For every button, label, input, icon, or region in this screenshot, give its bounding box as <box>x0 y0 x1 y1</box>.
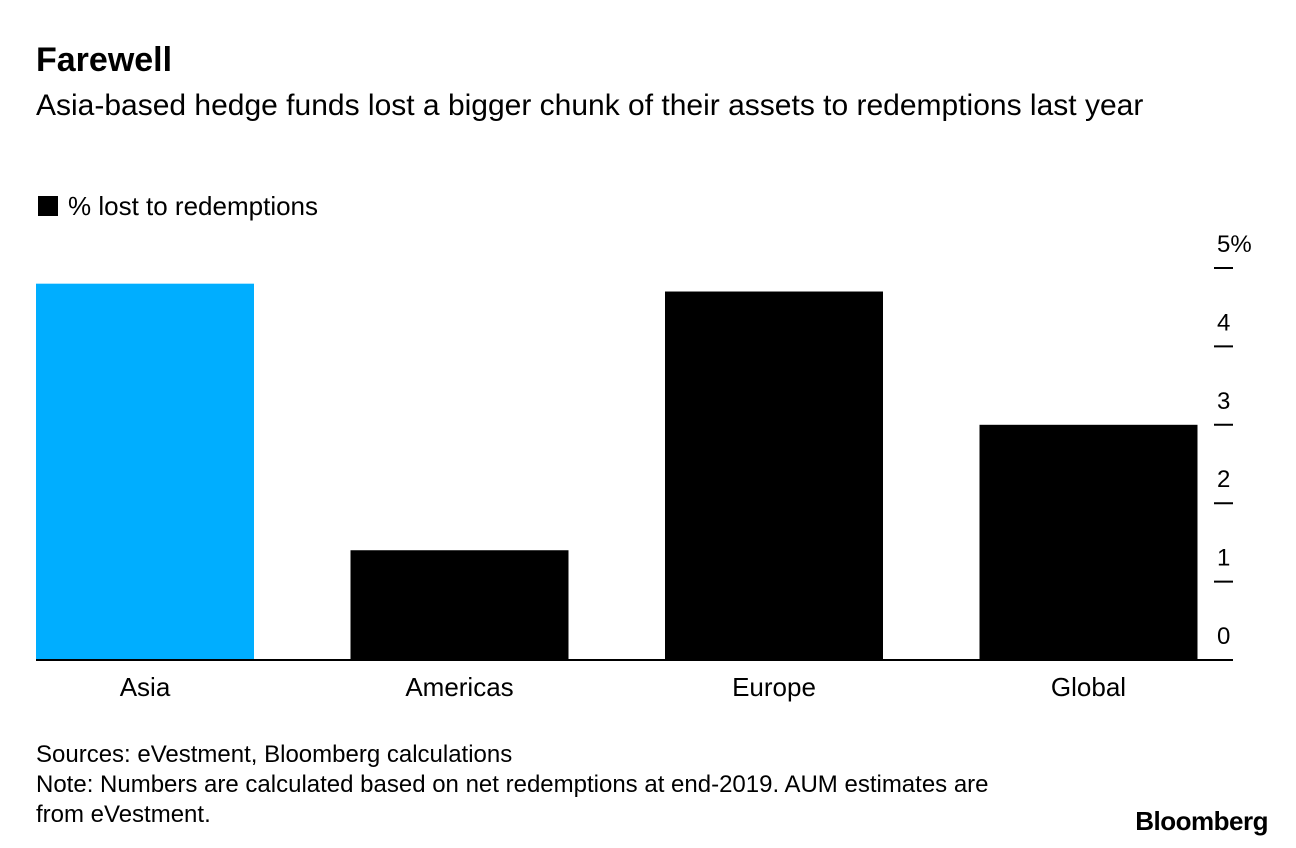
x-tick-label: Europe <box>732 672 816 702</box>
y-tick-label: 5% <box>1217 231 1252 258</box>
bloomberg-logo: Bloomberg <box>1135 806 1268 837</box>
bar-americas <box>351 550 569 660</box>
y-tick-label: 4 <box>1217 309 1230 336</box>
y-tick-label: 3 <box>1217 388 1230 415</box>
x-tick-label: Americas <box>405 672 513 702</box>
bar-europe <box>665 292 883 660</box>
bar-asia <box>36 284 254 660</box>
bar-global <box>980 425 1198 660</box>
footer: Sources: eVestment, Bloomberg calculatio… <box>36 740 1016 830</box>
y-tick-label: 1 <box>1217 545 1230 572</box>
x-tick-label: Asia <box>120 672 171 702</box>
y-tick-label: 2 <box>1217 466 1230 493</box>
x-tick-label: Global <box>1051 672 1126 702</box>
sources-note: Sources: eVestment, Bloomberg calculatio… <box>36 740 1016 770</box>
y-tick-label: 0 <box>1217 623 1230 650</box>
methodology-note: Note: Numbers are calculated based on ne… <box>36 770 1016 830</box>
